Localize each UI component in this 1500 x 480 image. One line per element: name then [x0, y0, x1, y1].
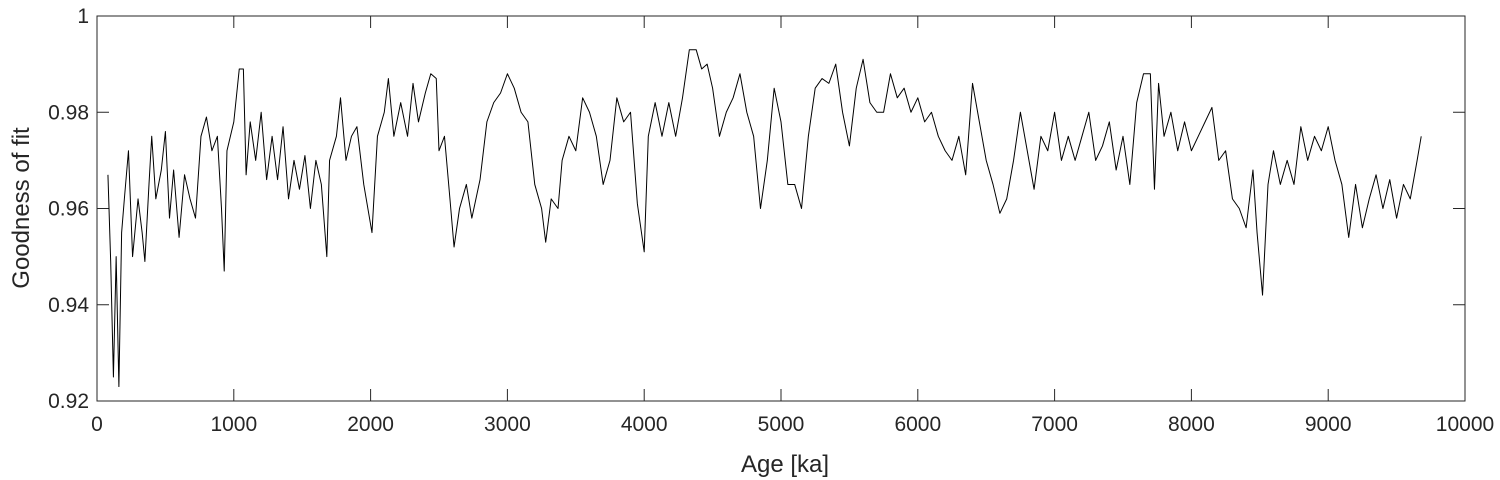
x-tick-label: 1000: [210, 413, 257, 436]
y-axis-label: Goodness of fit: [8, 127, 35, 289]
data-line: [107, 49, 1422, 388]
x-tick-label: 3000: [484, 413, 531, 436]
x-axis-label: Age [ka]: [741, 451, 829, 478]
x-tick-label: 2000: [347, 413, 394, 436]
y-tick-label: 0.94: [48, 294, 89, 317]
x-tick-label: 6000: [894, 413, 941, 436]
x-tick-label: 4000: [621, 413, 668, 436]
plot-frame: [96, 15, 1466, 402]
y-tick-label: 0.98: [48, 101, 89, 124]
x-tick-label: 9000: [1305, 413, 1352, 436]
x-tick-label: 10000: [1436, 413, 1494, 436]
x-tick-label: 5000: [758, 413, 805, 436]
y-tick-label: 1: [77, 5, 89, 28]
y-tick-label: 0.92: [48, 390, 89, 413]
x-tick-label: 7000: [1031, 413, 1078, 436]
x-tick-label: 8000: [1168, 413, 1215, 436]
y-tick-label: 0.96: [48, 198, 89, 221]
x-tick-label: 0: [91, 413, 103, 436]
